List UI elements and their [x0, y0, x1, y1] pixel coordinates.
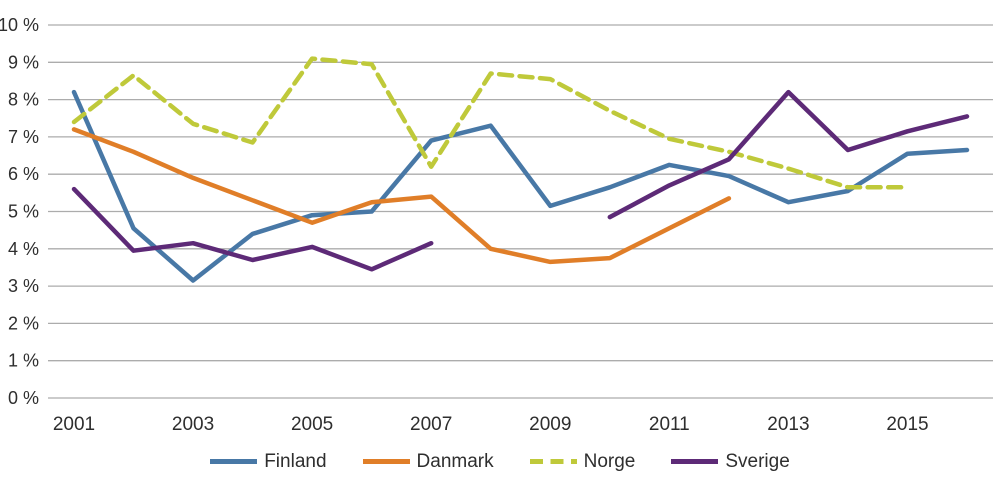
x-tick-label-2013: 2013 — [767, 414, 809, 435]
y-tick-label-4: 4 % — [8, 239, 39, 259]
y-tick-label-7: 7 % — [8, 127, 39, 147]
series-line-finland — [71, 89, 970, 283]
x-tick-label-2007: 2007 — [410, 414, 452, 435]
chart-svg: 0 % 1 % 2 % 3 % 4 % 5 % 6 % 7 % 8 % 9 % 10 % 2001 20… — [0, 15, 993, 435]
series-line-norge — [71, 56, 910, 190]
legend-item-norge: Norge — [529, 451, 636, 472]
y-tick-label-9: 9 % — [8, 52, 39, 72]
x-tick-label-2011: 2011 — [649, 414, 690, 435]
legend-label-danmark: Danmark — [416, 451, 494, 472]
series-line-danmark — [71, 127, 732, 265]
legend-swatch-sverige — [671, 459, 719, 464]
chart-legend: Finland Danmark Norge Sverige — [0, 452, 1000, 471]
x-tick-label-2001: 2001 — [53, 414, 95, 435]
x-tick-label-2005: 2005 — [291, 414, 333, 435]
y-tick-label-5: 5 % — [8, 202, 39, 222]
legend-swatch-finland — [210, 459, 258, 464]
legend-item-finland: Finland — [210, 451, 327, 472]
legend-swatch-norge — [529, 459, 577, 464]
x-tick-label-2015: 2015 — [886, 414, 928, 435]
legend-item-danmark: Danmark — [362, 451, 494, 472]
legend-item-sverige: Sverige — [671, 451, 790, 472]
legend-label-sverige: Sverige — [725, 451, 790, 472]
y-tick-label-1: 1 % — [8, 351, 39, 371]
x-tick-label-2009: 2009 — [529, 414, 571, 435]
y-tick-label-10: 10 % — [0, 15, 39, 35]
y-tick-label-2: 2 % — [8, 313, 39, 333]
y-tick-label-0: 0 % — [8, 388, 39, 408]
y-tick-label-3: 3 % — [8, 276, 39, 296]
legend-label-finland: Finland — [264, 451, 327, 472]
legend-label-norge: Norge — [583, 451, 636, 472]
series-line-sverige — [71, 89, 970, 272]
y-tick-label-8: 8 % — [8, 90, 39, 110]
y-tick-label-6: 6 % — [8, 164, 39, 184]
legend-swatch-danmark — [362, 459, 410, 464]
x-tick-label-2003: 2003 — [172, 414, 214, 435]
